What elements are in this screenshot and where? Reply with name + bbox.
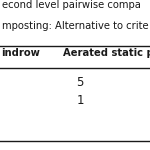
Text: 5: 5 [76, 76, 84, 90]
Text: indrow: indrow [2, 48, 40, 58]
Text: econd level pairwise compa: econd level pairwise compa [2, 0, 140, 10]
Text: Aerated static p: Aerated static p [63, 48, 150, 58]
Text: mposting: Alternative to crite: mposting: Alternative to crite [2, 21, 148, 31]
Text: 1: 1 [76, 94, 84, 108]
